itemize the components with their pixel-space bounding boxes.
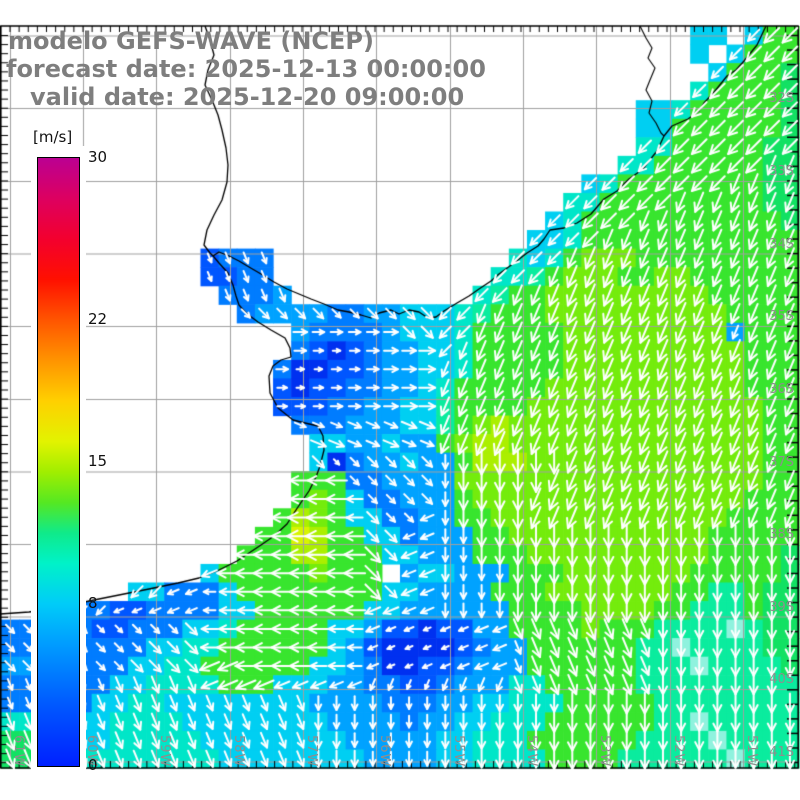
colorbar-tick-label: 8 — [88, 593, 98, 612]
model-title: modelo GEFS-WAVE (NCEP) — [8, 27, 374, 55]
lon-label: 51W — [744, 735, 759, 768]
colorbar-tick-label: 22 — [88, 310, 108, 329]
colorbar-tick-label: 30 — [88, 148, 108, 166]
lon-label: 60W — [84, 735, 99, 768]
lon-label: 52W — [671, 735, 686, 768]
lat-label: 40S — [769, 672, 794, 687]
colorbar — [31, 146, 86, 772]
lon-label: 57W — [304, 735, 319, 768]
lat-label: 34S — [769, 236, 794, 252]
lon-label: 58W — [231, 735, 246, 768]
lon-label: 56W — [377, 735, 392, 768]
colorbar-unit-label: [m/s] — [33, 128, 73, 146]
lon-label: 59W — [157, 735, 172, 768]
lon-label: 61W — [11, 735, 26, 768]
colorbar-tick-label: 0 — [88, 756, 98, 774]
forecast-date: forecast date: 2025-12-13 00:00:00 — [6, 55, 486, 83]
lat-label: 38S — [769, 527, 794, 542]
colorbar-tick-label: 15 — [88, 452, 108, 470]
lat-label: 39S — [769, 599, 794, 615]
lat-label: 33S — [769, 164, 794, 179]
lat-label: 36S — [769, 382, 794, 397]
lat-label: 32S — [769, 91, 794, 106]
lon-label: 55W — [451, 735, 466, 768]
lon-label: 53W — [597, 735, 612, 768]
valid-date: valid date: 2025-12-20 09:00:00 — [30, 83, 465, 111]
lat-label: 41S — [769, 744, 794, 760]
lat-label: 35S — [769, 309, 794, 324]
lat-label: 37S — [769, 454, 794, 470]
lon-label: 54W — [524, 735, 539, 768]
colorbar-gradient-strip — [37, 157, 80, 767]
